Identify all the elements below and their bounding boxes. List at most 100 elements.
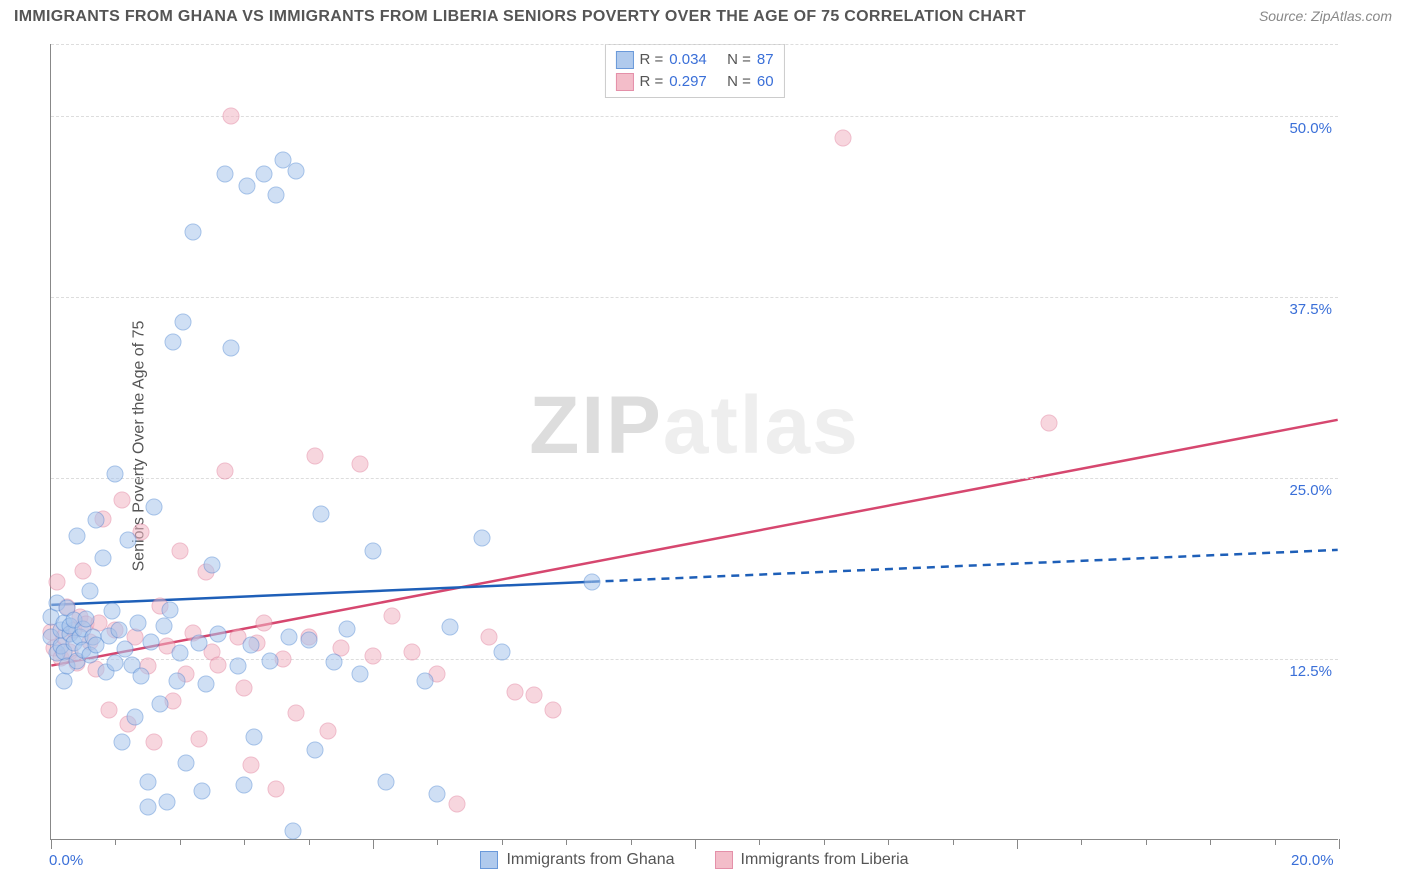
data-point-ghana (142, 633, 159, 650)
data-point-ghana (197, 675, 214, 692)
data-point-liberia (100, 701, 117, 718)
data-point-ghana (300, 632, 317, 649)
x-tick (309, 839, 310, 845)
data-point-ghana (223, 339, 240, 356)
y-tick-label: 50.0% (1289, 120, 1332, 137)
gridline (51, 116, 1338, 117)
data-point-ghana (104, 603, 121, 620)
data-point-ghana (326, 653, 343, 670)
data-point-ghana (242, 636, 259, 653)
data-point-liberia (307, 448, 324, 465)
data-point-ghana (113, 733, 130, 750)
x-tick (824, 839, 825, 845)
x-major-tick (373, 839, 374, 849)
data-point-ghana (81, 583, 98, 600)
page-title: IMMIGRANTS FROM GHANA VS IMMIGRANTS FROM… (14, 8, 1026, 26)
data-point-ghana (152, 695, 169, 712)
data-point-ghana (281, 629, 298, 646)
data-point-ghana (168, 672, 185, 689)
data-point-ghana (191, 635, 208, 652)
data-point-liberia (49, 574, 66, 591)
data-point-liberia (835, 130, 852, 147)
x-major-tick (1017, 839, 1018, 849)
legend-label-liberia: Immigrants from Liberia (741, 851, 909, 869)
data-point-ghana (583, 574, 600, 591)
swatch-ghana-icon (480, 851, 498, 869)
data-point-ghana (429, 785, 446, 802)
data-point-ghana (178, 755, 195, 772)
x-tick-label: 0.0% (49, 852, 83, 869)
data-point-ghana (245, 729, 262, 746)
x-tick (953, 839, 954, 845)
data-point-liberia (268, 781, 285, 798)
data-point-liberia (171, 542, 188, 559)
x-major-tick (695, 839, 696, 849)
data-point-liberia (352, 455, 369, 472)
data-point-ghana (117, 640, 134, 657)
x-tick (115, 839, 116, 845)
data-point-ghana (184, 224, 201, 241)
data-point-ghana (239, 177, 256, 194)
gridline (51, 297, 1338, 298)
data-point-ghana (68, 528, 85, 545)
x-tick (888, 839, 889, 845)
data-point-ghana (88, 512, 105, 529)
data-point-liberia (506, 684, 523, 701)
data-point-ghana (158, 794, 175, 811)
data-point-liberia (255, 614, 272, 631)
data-point-liberia (236, 680, 253, 697)
data-point-ghana (210, 626, 227, 643)
x-tick (244, 839, 245, 845)
x-tick (1275, 839, 1276, 845)
data-point-liberia (319, 723, 336, 740)
data-point-ghana (194, 782, 211, 799)
data-point-ghana (171, 645, 188, 662)
data-point-ghana (126, 708, 143, 725)
data-point-ghana (133, 668, 150, 685)
data-point-ghana (78, 610, 95, 627)
series-legend: Immigrants from Ghana Immigrants from Li… (51, 851, 1338, 869)
data-point-ghana (236, 777, 253, 794)
data-point-ghana (55, 672, 72, 689)
data-point-ghana (365, 542, 382, 559)
data-point-liberia (75, 562, 92, 579)
data-point-liberia (384, 607, 401, 624)
data-point-ghana (139, 774, 156, 791)
data-point-ghana (493, 643, 510, 660)
data-point-ghana (474, 529, 491, 546)
legend-row-ghana: R = 0.034 N = 87 (615, 49, 773, 71)
data-point-ghana (175, 313, 192, 330)
data-point-liberia (545, 701, 562, 718)
legend-item-ghana: Immigrants from Ghana (480, 851, 674, 869)
data-point-liberia (365, 648, 382, 665)
data-point-ghana (120, 532, 137, 549)
data-point-ghana (261, 652, 278, 669)
data-point-ghana (139, 798, 156, 815)
legend-label-ghana: Immigrants from Ghana (506, 851, 674, 869)
x-tick (437, 839, 438, 845)
legend-item-liberia: Immigrants from Liberia (715, 851, 909, 869)
swatch-liberia (615, 73, 633, 91)
data-point-ghana (155, 617, 172, 634)
data-point-liberia (210, 656, 227, 673)
trend-lines (51, 44, 1338, 839)
data-point-ghana (94, 549, 111, 566)
legend-row-liberia: R = 0.297 N = 60 (615, 71, 773, 93)
data-point-ghana (216, 166, 233, 183)
data-point-ghana (146, 499, 163, 516)
gridline (51, 478, 1338, 479)
data-point-ghana (204, 557, 221, 574)
x-major-tick (51, 839, 52, 849)
data-point-liberia (403, 643, 420, 660)
data-point-liberia (146, 733, 163, 750)
data-point-liberia (223, 108, 240, 125)
gridline (51, 44, 1338, 45)
x-tick-label: 20.0% (1291, 852, 1334, 869)
data-point-ghana (416, 672, 433, 689)
x-tick (759, 839, 760, 845)
data-point-ghana (129, 614, 146, 631)
data-point-ghana (339, 620, 356, 637)
x-tick (1146, 839, 1147, 845)
data-point-liberia (287, 704, 304, 721)
data-point-ghana (307, 742, 324, 759)
